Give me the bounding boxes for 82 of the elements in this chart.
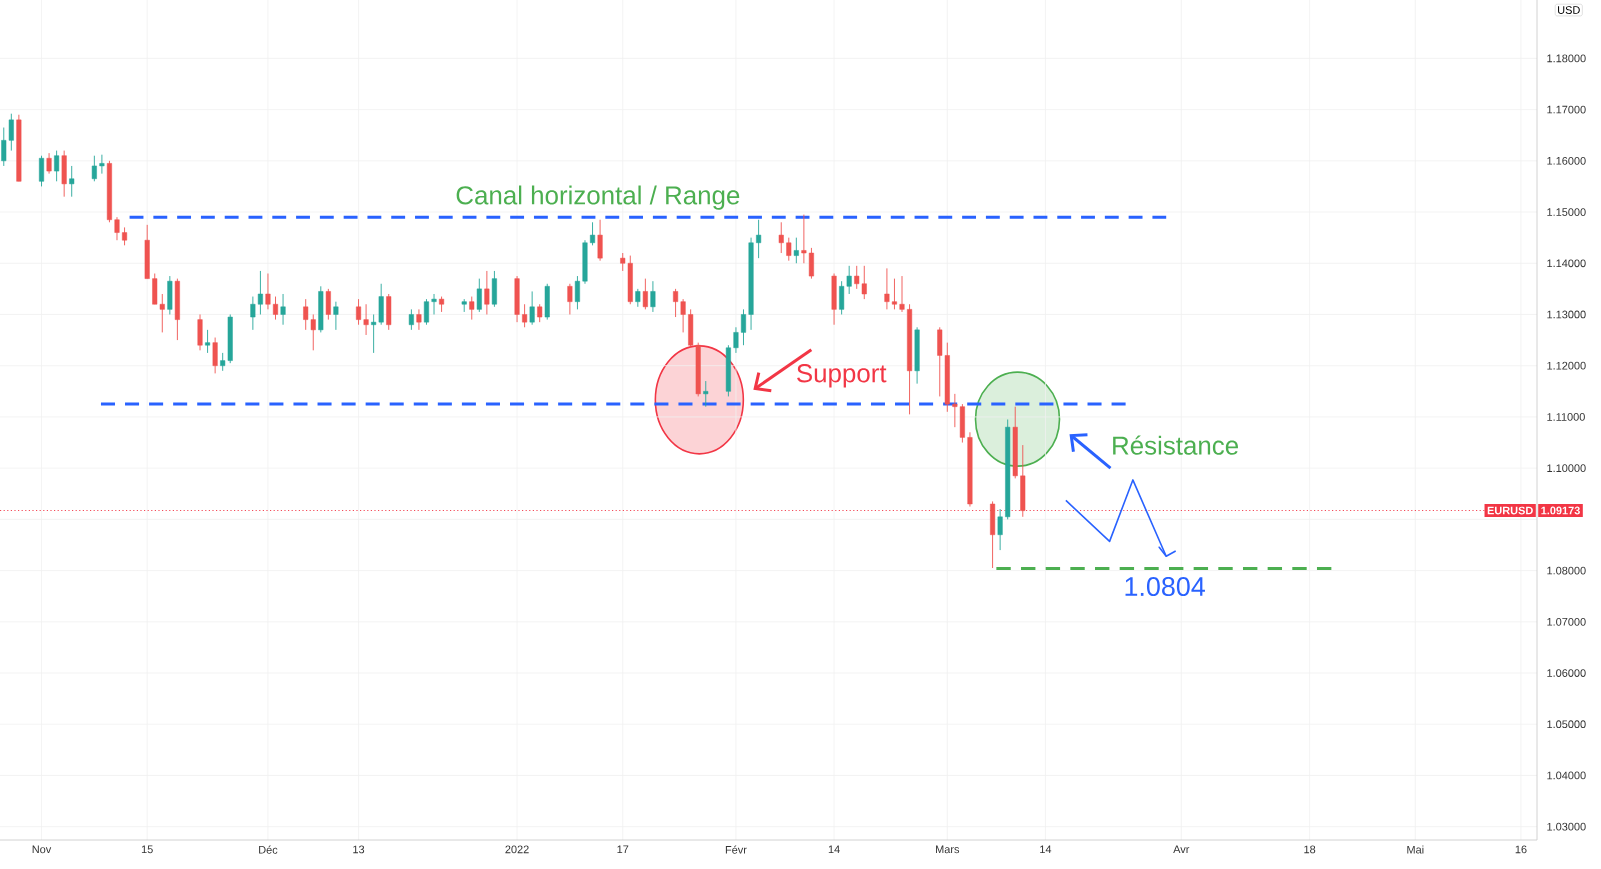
candlestick: [740, 308, 747, 346]
candlestick: [39, 155, 45, 187]
y-tick-label: 1.14000: [1547, 259, 1586, 268]
candlestick: [529, 290, 535, 326]
candlestick: [423, 298, 429, 326]
y-tick-label: 1.18000: [1547, 54, 1586, 63]
y-tick-label: 1.03000: [1547, 822, 1586, 831]
candlestick: [280, 293, 286, 326]
candlestick: [793, 237, 799, 264]
candlestick: [778, 221, 784, 254]
y-axis-title: USD: [1558, 6, 1580, 14]
y-tick-label: 1.06000: [1547, 669, 1586, 677]
annotation: 1.0804: [1125, 577, 1205, 597]
candlestick: [733, 326, 739, 354]
y-tick-label: 1.17000: [1547, 105, 1586, 114]
x-tick-label: 17: [617, 845, 629, 854]
y-tick-label: 1.04000: [1547, 771, 1586, 780]
candlestick: [756, 219, 762, 259]
candlestick: [273, 296, 279, 321]
y-tick-label: 1.08000: [1547, 566, 1586, 575]
y-tick-label: 1.10000: [1547, 464, 1586, 473]
x-tick-label: 13: [353, 845, 365, 854]
y-tick-label: 1.11000: [1547, 413, 1585, 421]
candlestick: [325, 288, 331, 321]
candlestick: [590, 221, 596, 246]
candlestick: [597, 219, 603, 262]
x-tick-label: Avr: [1173, 845, 1190, 854]
x-tick-label: Nov: [32, 845, 52, 854]
y-tick-label: 1.05000: [1547, 720, 1586, 729]
candlestick: [476, 278, 482, 313]
candlestick: [431, 293, 437, 315]
candlestick: [884, 267, 890, 310]
candlestick: [416, 308, 422, 331]
candlestick: [997, 508, 1003, 551]
candlestick: [46, 152, 52, 175]
annotation: Canal horizontal / Range: [456, 185, 740, 210]
x-tick-label: 16: [1515, 845, 1527, 854]
candlestick: [650, 280, 656, 313]
candlestick: [703, 380, 709, 408]
x-tick-label: 15: [141, 845, 153, 854]
candlestick: [786, 237, 792, 262]
candlestick: [484, 270, 490, 315]
candlestick: [265, 273, 271, 310]
candlestick: [99, 154, 105, 175]
y-tick-label: 1.12000: [1547, 361, 1586, 370]
candlestick: [642, 278, 648, 310]
candlestick: [673, 288, 679, 318]
x-tick-label: Déc: [259, 845, 278, 854]
y-tick-label: 1.13000: [1547, 310, 1586, 319]
candlestick: [522, 303, 528, 328]
candlestick: [891, 278, 897, 310]
candlestick: [91, 155, 97, 182]
x-tick-label: 18: [1304, 845, 1316, 854]
x-tick-label: Mai: [1407, 845, 1424, 854]
y-tick-label: 1.15000: [1547, 208, 1586, 216]
candlestick: [680, 298, 686, 333]
candlestick: [899, 275, 905, 313]
candlestick: [408, 308, 414, 331]
annotation: Support: [797, 364, 887, 388]
y-tick-label: 1.07000: [1547, 617, 1586, 626]
x-tick-label: 14: [1040, 845, 1052, 854]
candlestick: [356, 298, 362, 326]
candlestick: [114, 216, 120, 241]
candlestick: [205, 329, 211, 354]
x-tick-label: Févr: [725, 845, 747, 854]
text: 1.09173: [1541, 506, 1580, 515]
candlestick: [574, 275, 580, 310]
ref-line-label: EURUSD: [1487, 506, 1533, 515]
candlestick: [69, 165, 75, 198]
candlestick: [212, 337, 218, 374]
x-tick-label: Mars: [936, 845, 960, 854]
candlestick: [808, 247, 814, 280]
candlestick: [469, 296, 475, 321]
x-tick-label: 2022: [505, 845, 529, 854]
annotation: Résistance: [1113, 435, 1238, 455]
candlestick: [333, 301, 339, 331]
x-tick-label: 14: [828, 845, 840, 854]
candlestick: [54, 150, 60, 182]
candlestick: [801, 214, 807, 264]
candlestick: [567, 283, 573, 315]
y-tick-label: 1.16000: [1547, 156, 1586, 165]
candlestick: [363, 303, 369, 336]
